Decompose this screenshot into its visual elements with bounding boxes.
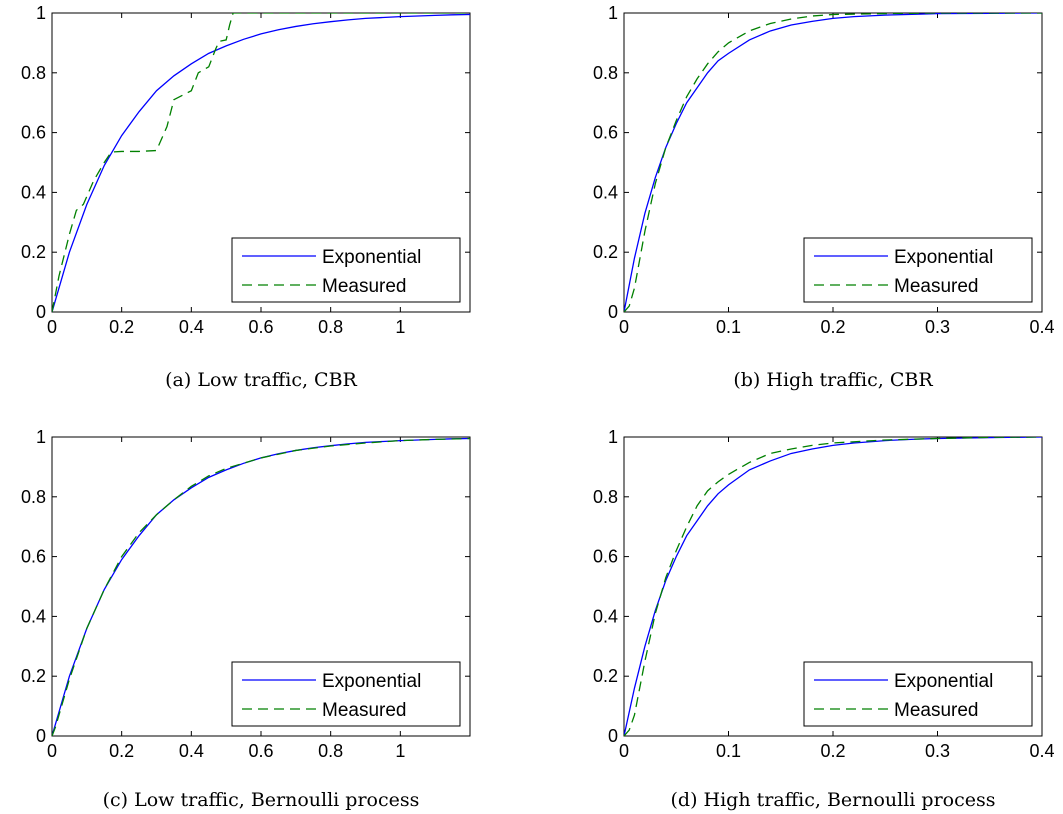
y-tick-label: 0.4 xyxy=(593,182,618,202)
chart-caption: (d) High traffic, Bernoulli process xyxy=(671,789,996,811)
legend-label: Exponential xyxy=(894,671,993,692)
chart-panel-1: 0 0.1 0.2 0.3 0.4 0 0.2 0.4 0.6 0.8 1 Exponential Me… xyxy=(593,3,1055,391)
x-tick-label: 0.4 xyxy=(179,317,204,337)
chart-panel-2: 0 0.2 0.4 0.6 0.8 1 0 0.2 0.4 0.6 0.8 1 Exponential M… xyxy=(21,427,471,811)
x-tick-label: 0 xyxy=(619,317,629,337)
chart-panel-0: 0 0.2 0.4 0.6 0.8 1 0 0.2 0.4 0.6 0.8 1 Exponential M… xyxy=(21,3,471,391)
legend-label: Exponential xyxy=(894,247,993,268)
y-tick-label: 1 xyxy=(608,427,618,447)
series-line-measured xyxy=(624,13,1042,312)
legend-box xyxy=(803,237,1033,303)
y-tick-label: 0 xyxy=(608,726,618,746)
y-tick-label: 0.6 xyxy=(21,123,46,143)
legend-label: Measured xyxy=(322,700,407,721)
y-tick-label: 0.4 xyxy=(21,182,46,202)
x-tick-label: 1 xyxy=(395,741,405,761)
legend-label: Exponential xyxy=(322,671,421,692)
y-tick-label: 0.8 xyxy=(593,487,618,507)
x-tick-label: 0 xyxy=(47,317,57,337)
legend: Exponential Measured xyxy=(803,237,1033,303)
legend: Exponential Measured xyxy=(231,237,461,303)
series-line-exponential xyxy=(624,13,1042,312)
y-tick-label: 0 xyxy=(36,302,46,322)
y-tick-label: 0.2 xyxy=(593,666,618,686)
legend: Exponential Measured xyxy=(231,661,461,727)
legend-label: Measured xyxy=(322,276,407,297)
x-tick-label: 0.3 xyxy=(925,317,950,337)
x-tick-label: 0.6 xyxy=(248,317,273,337)
y-tick-label: 0.2 xyxy=(21,242,46,262)
series-line-exponential xyxy=(52,13,470,312)
series-line-measured xyxy=(52,13,470,312)
y-tick-label: 0.6 xyxy=(21,547,46,567)
y-tick-label: 0.2 xyxy=(21,666,46,686)
y-tick-label: 0.6 xyxy=(593,547,618,567)
y-tick-label: 0.4 xyxy=(593,606,618,626)
x-tick-label: 0.2 xyxy=(820,317,845,337)
series-line-measured xyxy=(52,437,470,736)
legend-box xyxy=(231,661,461,727)
x-tick-label: 0.2 xyxy=(109,317,134,337)
y-tick-label: 0.8 xyxy=(21,63,46,83)
x-tick-label: 0.3 xyxy=(925,741,950,761)
x-tick-label: 0.8 xyxy=(318,741,343,761)
legend-label: Measured xyxy=(894,700,979,721)
chart-caption: (a) Low traffic, CBR xyxy=(165,369,357,391)
x-tick-label: 0.4 xyxy=(179,741,204,761)
y-tick-label: 0.6 xyxy=(593,123,618,143)
chart-caption: (b) High traffic, CBR xyxy=(733,369,933,391)
x-tick-label: 0.2 xyxy=(109,741,134,761)
y-tick-label: 0 xyxy=(608,302,618,322)
x-tick-label: 1 xyxy=(395,317,405,337)
legend-box xyxy=(231,237,461,303)
y-tick-label: 1 xyxy=(36,3,46,23)
x-tick-label: 0.8 xyxy=(318,317,343,337)
x-tick-label: 0.1 xyxy=(716,317,741,337)
y-tick-label: 1 xyxy=(36,427,46,447)
y-tick-label: 0 xyxy=(36,726,46,746)
x-tick-label: 0.6 xyxy=(248,741,273,761)
x-tick-label: 0.1 xyxy=(716,741,741,761)
x-tick-label: 0.4 xyxy=(1029,317,1054,337)
x-tick-label: 0 xyxy=(619,741,629,761)
chart-panel-3: 0 0.1 0.2 0.3 0.4 0 0.2 0.4 0.6 0.8 1 Exponential Me… xyxy=(593,427,1055,811)
series-line-measured xyxy=(624,437,1042,736)
y-tick-label: 0.4 xyxy=(21,606,46,626)
x-tick-label: 0.4 xyxy=(1029,741,1054,761)
y-tick-label: 0.2 xyxy=(593,242,618,262)
legend: Exponential Measured xyxy=(803,661,1033,727)
legend-label: Exponential xyxy=(322,247,421,268)
y-tick-label: 1 xyxy=(608,3,618,23)
y-tick-label: 0.8 xyxy=(593,63,618,83)
x-tick-label: 0 xyxy=(47,741,57,761)
y-tick-label: 0.8 xyxy=(21,487,46,507)
legend-box xyxy=(803,661,1033,727)
x-tick-label: 0.2 xyxy=(820,741,845,761)
legend-label: Measured xyxy=(894,276,979,297)
chart-caption: (c) Low traffic, Bernoulli process xyxy=(103,789,420,811)
